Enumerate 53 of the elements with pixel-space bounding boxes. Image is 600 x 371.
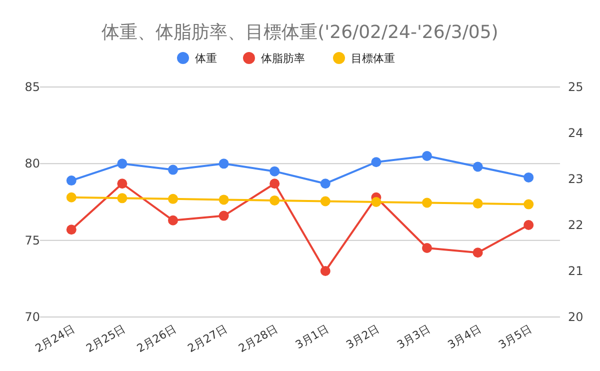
x-tick-label: 2月26日 xyxy=(134,322,178,356)
point xyxy=(117,158,128,169)
point xyxy=(422,151,432,161)
x-tick-label: 3月1日 xyxy=(293,322,331,352)
point xyxy=(66,224,76,235)
point xyxy=(117,193,128,204)
point xyxy=(218,210,229,221)
point xyxy=(320,196,330,206)
legend-label: 目標体重 xyxy=(351,52,395,65)
point xyxy=(320,178,330,189)
point xyxy=(168,164,178,175)
point xyxy=(524,220,534,230)
y2-tick-label: 21 xyxy=(568,264,584,278)
point xyxy=(371,197,382,207)
point xyxy=(320,266,330,276)
point xyxy=(270,178,280,189)
point xyxy=(472,162,483,172)
x-tick-label: 2月27日 xyxy=(186,322,230,356)
point xyxy=(117,178,128,189)
point xyxy=(218,158,229,169)
y2-tick-label: 23 xyxy=(568,172,584,186)
point xyxy=(371,157,382,168)
point xyxy=(270,195,280,206)
point xyxy=(472,198,483,209)
y-tick-label: 70 xyxy=(24,310,40,324)
point xyxy=(66,192,76,202)
point xyxy=(218,194,229,205)
y-tick-label: 75 xyxy=(24,233,40,248)
x-tick-label: 3月3日 xyxy=(394,322,432,352)
x-tick-label: 3月5日 xyxy=(496,322,534,352)
x-tick-label: 2月24日 xyxy=(33,322,77,356)
legend-label: 体重 xyxy=(195,52,217,65)
y-tick-label: 80 xyxy=(24,156,40,171)
x-tick-label: 3月2日 xyxy=(344,322,382,352)
point xyxy=(66,176,76,186)
point xyxy=(422,243,432,253)
y2-tick-label: 20 xyxy=(568,310,584,324)
x-tick-label: 2月25日 xyxy=(84,322,128,356)
y2-tick-label: 24 xyxy=(568,126,584,140)
point xyxy=(168,194,178,204)
point xyxy=(524,199,534,210)
y-tick-label: 85 xyxy=(24,80,40,94)
point xyxy=(524,172,534,182)
x-tick-label: 3月4日 xyxy=(446,322,484,352)
y2-tick-label: 25 xyxy=(568,80,584,94)
x-tick-label: 2月28日 xyxy=(236,322,280,356)
y2-tick-label: 22 xyxy=(568,218,584,232)
chart-title: 体重、体脂肪率、目標体重('26/02/24-'26/3/05) xyxy=(102,22,498,43)
point xyxy=(270,166,280,176)
legend-label: 体脂肪率 xyxy=(261,52,305,65)
point xyxy=(422,198,432,208)
point xyxy=(472,248,483,258)
point xyxy=(168,215,178,226)
